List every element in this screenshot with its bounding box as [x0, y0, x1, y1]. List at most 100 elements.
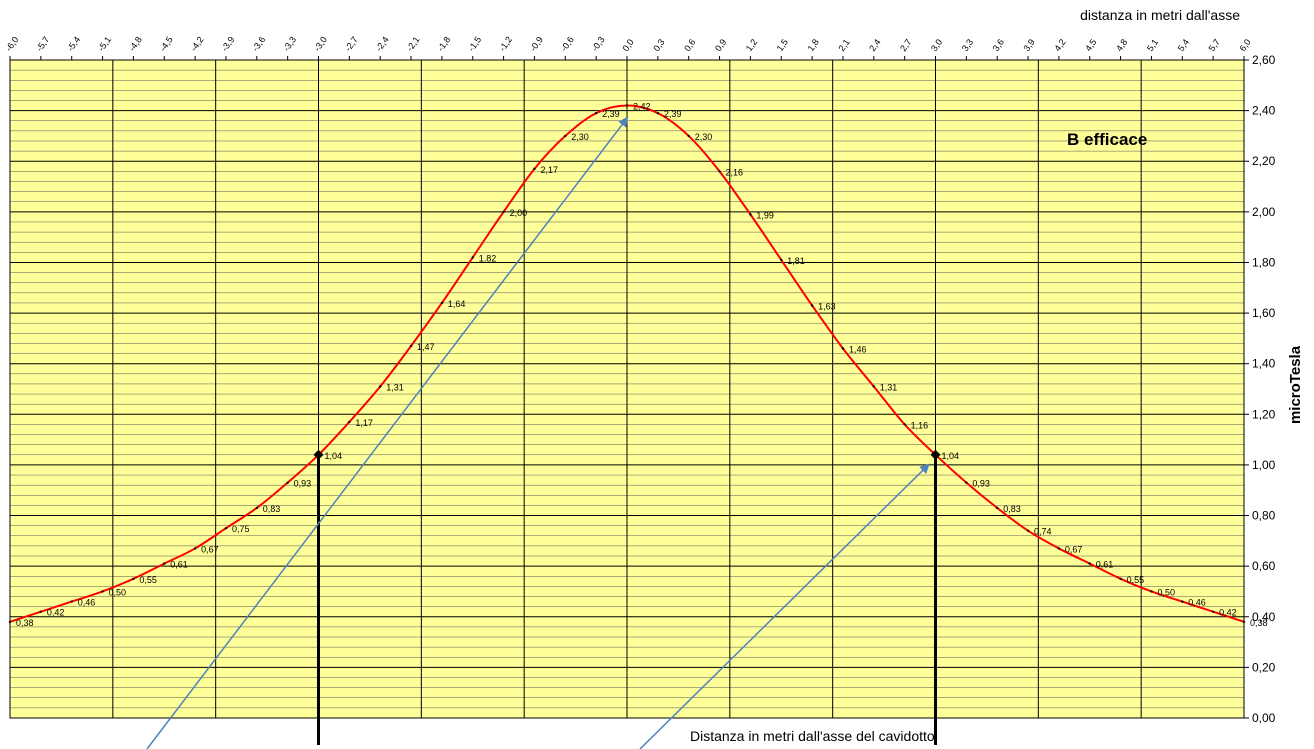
data-point — [1181, 600, 1184, 603]
data-point — [1211, 610, 1215, 613]
data-label: 0,83 — [1003, 504, 1021, 514]
x-tick-label: 0,0 — [620, 37, 635, 53]
data-point — [348, 420, 351, 424]
data-point — [625, 104, 629, 107]
data-label: 1,99 — [756, 210, 774, 220]
highlight-marker — [930, 449, 941, 460]
data-label: 2,16 — [726, 167, 744, 177]
data-point — [687, 134, 690, 138]
data-label: 2,39 — [664, 109, 682, 119]
data-point — [255, 506, 258, 510]
data-point — [193, 547, 197, 550]
data-label: 1,31 — [880, 382, 898, 392]
x-tick-label: -4,2 — [189, 35, 206, 53]
data-label: 0,93 — [972, 479, 990, 489]
data-label: 1,63 — [818, 301, 836, 311]
data-point — [502, 210, 505, 214]
data-label: 1,64 — [448, 299, 466, 309]
data-point — [379, 385, 382, 388]
y-tick-label: 2,00 — [1252, 205, 1276, 219]
data-label: 1,04 — [942, 451, 960, 461]
data-point — [1026, 529, 1030, 532]
x-tick-label: 5,1 — [1145, 37, 1160, 53]
x-tick-label: 2,4 — [867, 37, 882, 53]
y-tick-label: 1,40 — [1252, 357, 1276, 371]
data-point — [965, 481, 968, 484]
data-label: 2,42 — [633, 102, 651, 112]
x-tick-label: -5,4 — [65, 35, 82, 53]
data-label: 0,38 — [1250, 618, 1268, 628]
x-tick-label: -2,4 — [374, 35, 391, 53]
data-point — [224, 526, 228, 530]
x-tick-label: 3,9 — [1021, 37, 1036, 53]
data-label: 2,30 — [571, 132, 589, 142]
y-tick-label: 2,60 — [1252, 53, 1276, 67]
x-tick-label: 6,0 — [1237, 37, 1252, 53]
x-tick-label: -6,0 — [3, 35, 20, 53]
data-label: 2,39 — [602, 109, 620, 119]
data-point — [656, 111, 660, 115]
data-label: 0,67 — [201, 544, 219, 554]
data-point — [39, 610, 43, 613]
x-tick-label: -3,9 — [219, 35, 236, 53]
annotation-arrow — [639, 463, 930, 749]
data-point — [810, 304, 814, 307]
y-tick-label: 2,40 — [1252, 104, 1276, 118]
x-tick-label: 0,6 — [682, 37, 697, 53]
x-tick-label: -2,7 — [343, 35, 360, 53]
x-tick-label: -0,3 — [590, 35, 607, 53]
data-label: 0,74 — [1034, 527, 1052, 537]
y-tick-label: 0,40 — [1252, 610, 1276, 624]
x-tick-label: -4,5 — [158, 35, 175, 53]
x-tick-label: 5,4 — [1176, 37, 1191, 53]
data-label: 0,38 — [16, 618, 34, 628]
x-tick-label: 2,1 — [836, 37, 851, 53]
data-point — [409, 344, 413, 348]
data-point — [286, 481, 289, 484]
x-tick-label: -5,1 — [96, 35, 113, 53]
x-tick-label: 1,2 — [744, 37, 759, 53]
data-label: 0,50 — [1157, 587, 1175, 597]
data-point — [1119, 577, 1122, 581]
data-label: 0,61 — [1096, 560, 1114, 570]
highlight-marker — [313, 449, 324, 460]
data-point — [594, 111, 598, 115]
data-label: 1,46 — [849, 345, 867, 355]
data-label: 2,30 — [695, 132, 713, 142]
y-tick-label: 0,20 — [1252, 660, 1276, 674]
data-label: 0,46 — [1188, 598, 1206, 608]
y-tick-label: 1,60 — [1252, 306, 1276, 320]
x-tick-label: -5,7 — [34, 35, 51, 53]
data-point — [70, 600, 73, 603]
x-tick-label: -0,6 — [559, 35, 576, 53]
y-tick-label: 2,20 — [1252, 154, 1276, 168]
x-tick-label: 0,3 — [651, 37, 666, 53]
x-tick-label: 4,5 — [1083, 37, 1098, 53]
data-label: 0,93 — [294, 479, 312, 489]
data-label: 1,82 — [479, 253, 497, 263]
data-label: 0,83 — [263, 504, 281, 514]
data-point — [440, 301, 444, 305]
data-label: 1,16 — [911, 420, 929, 430]
data-point — [8, 620, 12, 624]
x-tick-label: -1,5 — [466, 35, 483, 53]
data-point — [780, 258, 783, 262]
data-label: 0,42 — [47, 608, 65, 618]
data-label: 0,61 — [170, 560, 188, 570]
data-point — [718, 170, 721, 173]
data-point — [996, 506, 999, 510]
data-label: 1,04 — [325, 451, 343, 461]
data-label: 0,55 — [1127, 575, 1145, 585]
y-tick-label: 0,60 — [1252, 559, 1276, 573]
data-point — [1150, 590, 1153, 593]
data-label: 0,50 — [109, 587, 127, 597]
x-tick-label: -4,8 — [127, 35, 144, 53]
data-point — [163, 562, 166, 565]
data-label: 0,75 — [232, 524, 250, 534]
data-point — [1088, 562, 1091, 565]
x-tick-label: 3,3 — [960, 37, 975, 53]
data-point — [1242, 620, 1246, 624]
data-label: 1,47 — [417, 342, 435, 352]
chart-title: B efficace — [1067, 130, 1147, 149]
